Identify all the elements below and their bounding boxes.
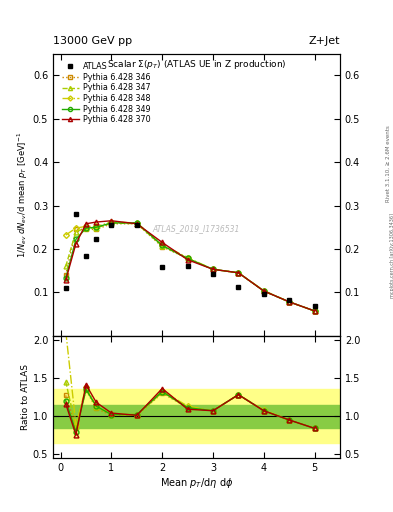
Pythia 6.428 348 [134,220,139,226]
ATLAS [185,263,190,269]
Pythia 6.428 347 [185,255,190,262]
Pythia 6.428 349 [73,237,78,243]
Pythia 6.428 347 [211,266,215,272]
ATLAS [312,303,317,309]
Pythia 6.428 346 [160,244,165,250]
Pythia 6.428 349 [236,270,241,276]
Pythia 6.428 346 [211,266,215,272]
Pythia 6.428 348 [73,225,78,231]
Pythia 6.428 347 [160,243,165,249]
Pythia 6.428 346 [63,272,68,278]
Line: Pythia 6.428 349: Pythia 6.428 349 [63,221,317,313]
Pythia 6.428 349 [94,224,99,230]
Pythia 6.428 370 [109,218,114,224]
Pythia 6.428 348 [160,242,165,248]
Pythia 6.428 348 [312,308,317,314]
ATLAS [94,237,99,243]
Text: mcplots.cern.ch [arXiv:1306.3436]: mcplots.cern.ch [arXiv:1306.3436] [390,214,393,298]
ATLAS [236,284,241,290]
Pythia 6.428 370 [236,270,241,276]
Pythia 6.428 370 [287,299,292,305]
Bar [53,404,340,428]
ATLAS [63,285,68,291]
Pythia 6.428 348 [63,232,68,238]
Pythia 6.428 346 [94,226,99,232]
Pythia 6.428 346 [312,308,317,314]
Pythia 6.428 349 [287,299,292,305]
Text: Rivet 3.1.10, ≥ 2.6M events: Rivet 3.1.10, ≥ 2.6M events [386,125,391,202]
Pythia 6.428 370 [134,221,139,227]
Pythia 6.428 349 [109,220,114,226]
Pythia 6.428 370 [185,257,190,263]
Line: Pythia 6.428 346: Pythia 6.428 346 [63,221,317,313]
ATLAS [134,222,139,228]
Pythia 6.428 347 [73,228,78,234]
Pythia 6.428 370 [94,219,99,225]
Pythia 6.428 348 [109,219,114,225]
Pythia 6.428 348 [236,270,241,276]
Text: 13000 GeV pp: 13000 GeV pp [53,36,132,46]
Text: Scalar $\Sigma(p_T)$ (ATLAS UE in Z production): Scalar $\Sigma(p_T)$ (ATLAS UE in Z prod… [107,58,286,71]
ATLAS [261,291,266,297]
Pythia 6.428 347 [236,270,241,276]
Pythia 6.428 347 [84,225,88,231]
Pythia 6.428 349 [261,288,266,294]
Pythia 6.428 349 [63,275,68,282]
ATLAS [287,297,292,303]
Line: Pythia 6.428 347: Pythia 6.428 347 [63,221,317,313]
Pythia 6.428 348 [261,288,266,294]
Pythia 6.428 347 [134,221,139,227]
Pythia 6.428 346 [84,226,88,232]
Pythia 6.428 349 [160,242,165,248]
Y-axis label: Ratio to ATLAS: Ratio to ATLAS [21,364,30,430]
Text: ATLAS_2019_I1736531: ATLAS_2019_I1736531 [153,224,240,233]
Pythia 6.428 348 [211,266,215,272]
ATLAS [109,222,114,228]
Pythia 6.428 347 [94,225,99,231]
Pythia 6.428 348 [94,223,99,229]
Line: Pythia 6.428 370: Pythia 6.428 370 [63,218,317,313]
Pythia 6.428 349 [185,255,190,262]
Pythia 6.428 370 [63,277,68,283]
Pythia 6.428 346 [261,288,266,294]
Pythia 6.428 347 [312,308,317,314]
Pythia 6.428 349 [84,225,88,231]
Pythia 6.428 349 [211,266,215,272]
ATLAS [160,264,165,270]
Pythia 6.428 346 [73,226,78,232]
ATLAS [211,270,215,276]
Line: Pythia 6.428 348: Pythia 6.428 348 [64,220,317,313]
ATLAS [73,211,78,217]
X-axis label: Mean $p_T$/d$\eta$ d$\phi$: Mean $p_T$/d$\eta$ d$\phi$ [160,476,233,490]
Bar [53,389,340,443]
Pythia 6.428 348 [84,223,88,229]
Pythia 6.428 347 [287,299,292,305]
Pythia 6.428 370 [312,308,317,314]
Pythia 6.428 370 [261,288,266,294]
Pythia 6.428 348 [287,299,292,305]
Pythia 6.428 346 [236,270,241,276]
Text: Z+Jet: Z+Jet [309,36,340,46]
Pythia 6.428 370 [160,239,165,245]
Pythia 6.428 346 [134,221,139,227]
Pythia 6.428 348 [185,254,190,261]
Pythia 6.428 349 [312,308,317,314]
Pythia 6.428 346 [185,255,190,262]
Pythia 6.428 346 [287,299,292,305]
Pythia 6.428 349 [134,220,139,226]
Pythia 6.428 347 [109,220,114,226]
Y-axis label: $1/N_{ev}$ $dN_{ev}$/d mean $p_T$ [GeV]$^{-1}$: $1/N_{ev}$ $dN_{ev}$/d mean $p_T$ [GeV]$… [16,132,30,258]
Pythia 6.428 370 [73,241,78,247]
Legend: ATLAS, Pythia 6.428 346, Pythia 6.428 347, Pythia 6.428 348, Pythia 6.428 349, P: ATLAS, Pythia 6.428 346, Pythia 6.428 34… [60,60,152,126]
Pythia 6.428 370 [84,221,88,227]
ATLAS [84,253,88,260]
Pythia 6.428 347 [261,288,266,294]
Pythia 6.428 346 [109,221,114,227]
Pythia 6.428 370 [211,266,215,272]
Pythia 6.428 347 [63,263,68,269]
Line: ATLAS: ATLAS [63,212,317,309]
